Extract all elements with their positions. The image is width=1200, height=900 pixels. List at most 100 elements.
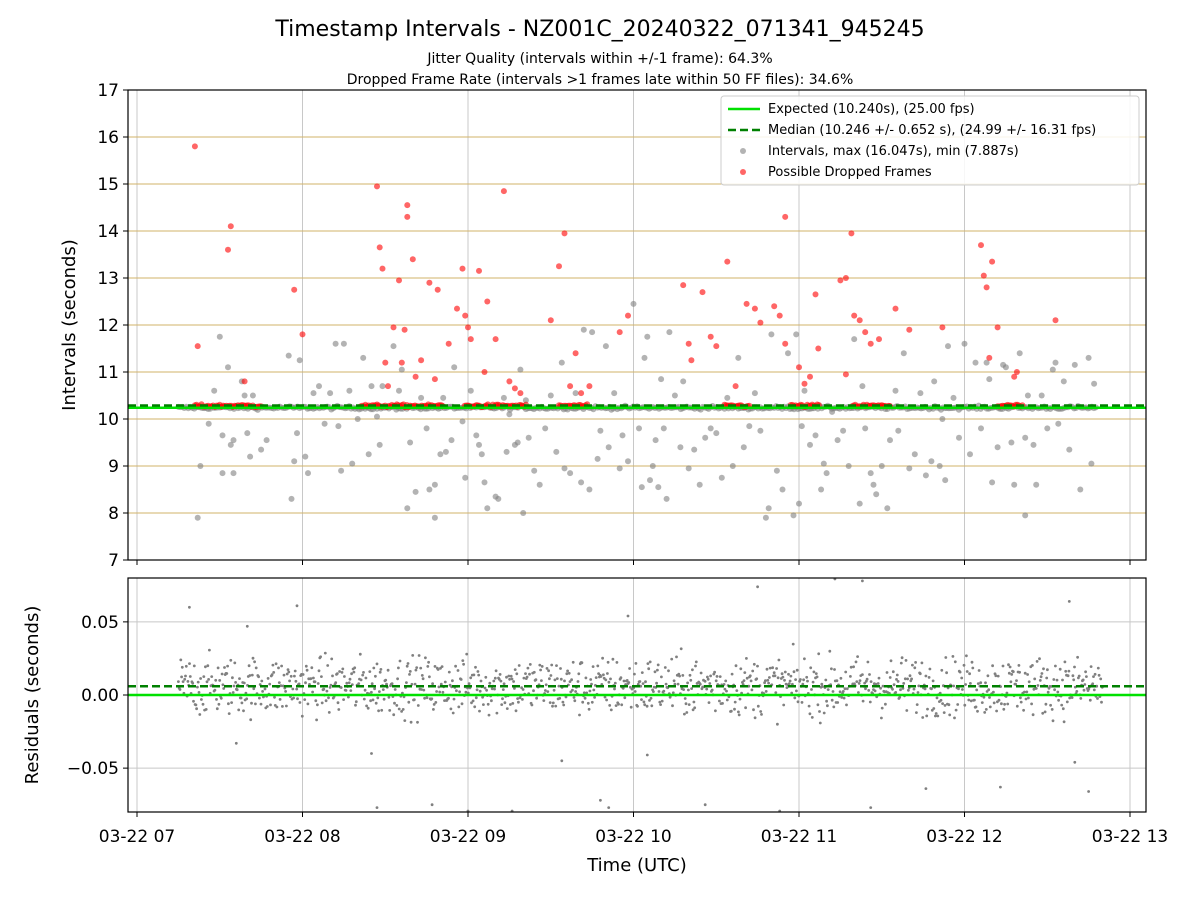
interval-point — [1022, 512, 1029, 519]
residual-point — [818, 721, 822, 725]
residual-point — [1055, 678, 1059, 682]
residual-point — [987, 688, 991, 692]
residual-point — [254, 702, 257, 706]
residual-point — [245, 697, 249, 701]
residual-point — [801, 682, 805, 686]
residual-point — [347, 681, 351, 685]
residual-point — [214, 678, 218, 682]
x-tick-label: 03-22 11 — [761, 827, 837, 847]
residual-point — [791, 642, 795, 646]
residual-point — [315, 718, 318, 722]
residual-point — [229, 658, 233, 662]
residual-point — [427, 660, 430, 664]
residual-point — [1027, 680, 1031, 684]
interval-point — [368, 383, 375, 390]
residual-point — [374, 674, 377, 678]
interval-point — [911, 451, 918, 458]
residual-point — [471, 699, 475, 703]
residual-point — [1075, 690, 1079, 693]
residual-point — [936, 714, 940, 718]
residual-point — [782, 703, 786, 707]
interval-point — [892, 387, 899, 394]
residual-point — [353, 666, 357, 670]
residual-point — [958, 670, 962, 674]
interval-point — [500, 394, 507, 401]
residual-point — [1042, 667, 1045, 671]
residual-point — [908, 674, 912, 678]
residual-point — [281, 684, 285, 688]
interval-point — [793, 331, 800, 338]
interval-point — [917, 390, 924, 397]
interval-point — [972, 359, 979, 366]
residual-point — [840, 696, 844, 699]
residual-point — [634, 662, 638, 665]
residual-point — [596, 664, 600, 668]
residual-point — [258, 696, 261, 700]
residual-point — [532, 670, 536, 674]
residual-point — [522, 676, 526, 680]
interval-point — [658, 376, 665, 383]
interval-point — [244, 430, 251, 437]
dropped-point — [382, 359, 389, 366]
residual-point — [924, 787, 928, 790]
residual-point — [1089, 665, 1093, 668]
residual-point — [927, 676, 931, 679]
residual-point — [381, 688, 385, 691]
interval-point — [349, 460, 356, 467]
residual-point — [721, 702, 724, 705]
interval-point — [713, 430, 720, 437]
residual-point — [664, 682, 668, 686]
dropped-point — [227, 223, 234, 230]
residual-point — [588, 689, 592, 693]
interval-point — [625, 458, 631, 465]
residual-point — [350, 672, 353, 676]
residual-point — [734, 664, 738, 668]
interval-point — [928, 458, 935, 465]
residual-point — [366, 706, 370, 710]
residual-point — [756, 664, 759, 668]
interval-point — [442, 448, 449, 455]
residual-point — [447, 696, 450, 700]
residual-point — [517, 700, 520, 704]
residual-point — [629, 705, 633, 709]
interval-point — [481, 479, 488, 486]
residual-point — [323, 651, 327, 655]
residual-point — [783, 670, 787, 674]
residual-point — [1073, 760, 1077, 764]
residual-point — [571, 660, 575, 664]
residual-point — [824, 678, 828, 682]
interval-point — [258, 446, 265, 453]
residual-point — [620, 703, 624, 707]
residual-point — [188, 605, 191, 609]
x-tick-label: 03-22 09 — [430, 827, 506, 847]
residual-point — [916, 691, 920, 694]
dropped-point — [986, 354, 993, 361]
interval-point — [594, 455, 601, 462]
residual-point — [535, 696, 538, 700]
residual-point — [613, 687, 616, 691]
interval-point — [338, 467, 345, 474]
dropped-point — [517, 390, 524, 397]
residual-point — [694, 664, 697, 668]
residual-point — [899, 661, 903, 665]
residual-point — [856, 655, 859, 658]
residual-point — [416, 704, 420, 707]
residual-point — [432, 703, 436, 706]
residual-point — [606, 660, 610, 664]
interval-point — [691, 446, 698, 453]
residual-point — [580, 661, 584, 665]
residual-point — [997, 698, 1001, 702]
residual-point — [954, 708, 958, 712]
dropped-point — [688, 357, 695, 364]
interval-point — [354, 416, 361, 422]
dropped-point — [807, 373, 813, 380]
residual-point — [792, 670, 796, 674]
residual-point — [306, 702, 310, 706]
residual-point — [416, 720, 419, 724]
dropped-point — [547, 317, 554, 324]
residual-point — [257, 675, 260, 679]
residual-point — [544, 683, 548, 687]
residual-point — [179, 658, 183, 662]
residual-point — [518, 696, 522, 700]
residual-point — [951, 655, 955, 658]
